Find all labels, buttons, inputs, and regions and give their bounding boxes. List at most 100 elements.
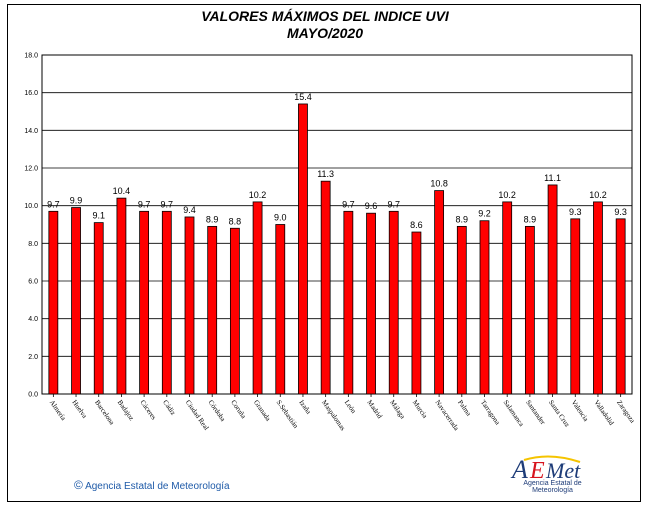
x-tick-label: Huelva — [70, 399, 89, 421]
bar — [593, 201, 603, 395]
bar-value-label: 9.4 — [183, 205, 196, 215]
y-tick-label: 0.0 — [28, 392, 38, 399]
bar — [116, 197, 127, 395]
x-tick-label: León — [343, 399, 358, 416]
bar — [547, 184, 558, 395]
bar-value-label: 9.9 — [70, 196, 83, 206]
bar — [252, 201, 263, 395]
bar — [298, 103, 308, 395]
x-tick-label: Almería — [48, 399, 68, 423]
x-tick-label: Córdoba — [207, 399, 228, 424]
x-tick-label: Maspalomas — [320, 399, 347, 433]
x-tick-label: Murcia — [411, 399, 430, 421]
svg-text:E: E — [529, 458, 545, 484]
bar-value-label: 9.7 — [47, 199, 60, 209]
bar — [434, 190, 445, 395]
bar — [161, 210, 172, 395]
bar-value-label: 9.0 — [274, 213, 287, 223]
x-tick-label: Palma — [456, 399, 473, 419]
plot-area — [41, 54, 633, 395]
chart-title: VALORES MÁXIMOS DEL INDICE UVI — [201, 8, 449, 24]
bar-value-label: 10.2 — [498, 190, 516, 200]
y-tick-label: 2.0 — [28, 354, 38, 361]
bar-value-label: 9.3 — [614, 207, 627, 217]
bar-value-label: 10.8 — [430, 179, 448, 189]
y-tick-label: 8.0 — [28, 241, 38, 248]
y-tick-label: 12.0 — [24, 166, 38, 173]
aemet-logo-mark: A E Met — [510, 455, 581, 484]
chart-subtitle: MAYO/2020 — [287, 25, 363, 41]
bar — [48, 210, 59, 395]
x-tick-label: Izaña — [297, 399, 313, 417]
bar-value-label: 10.2 — [589, 190, 607, 200]
y-tick-label: 6.0 — [28, 279, 38, 286]
bar — [524, 225, 535, 395]
bar — [71, 207, 81, 395]
bar — [388, 210, 399, 395]
x-tick-label: Valencia — [570, 399, 591, 424]
x-tick-label: Barcelona — [93, 399, 116, 428]
x-tick-label: Valladolid — [592, 399, 615, 428]
agency-name: Agencia Estatal de Meteorología — [85, 481, 230, 492]
x-tick-label: Santander — [524, 399, 547, 427]
x-tick-label: Cádiz — [161, 399, 177, 417]
bar-value-label: 10.2 — [249, 190, 267, 200]
bar — [343, 210, 354, 395]
bar-value-label: 9.3 — [569, 207, 582, 217]
footer-credit: © Agencia Estatal de Meteorología — [74, 478, 230, 492]
svg-text:Met: Met — [545, 458, 581, 483]
bar — [570, 218, 581, 395]
logo-subtitle: Agencia Estatal de Meteorología — [523, 480, 582, 494]
bar-value-label: 11.1 — [544, 173, 561, 183]
bar-value-label: 9.2 — [478, 209, 491, 219]
bar — [320, 180, 331, 395]
bar-value-label: 11.3 — [317, 169, 334, 179]
x-tick-label: Zaragoza — [615, 399, 637, 426]
bar — [615, 218, 626, 395]
bar-value-label: 9.7 — [387, 199, 400, 209]
bar-value-label: 10.4 — [113, 186, 131, 196]
aemet-logo: A E Met — [510, 455, 581, 484]
bar — [207, 225, 218, 395]
x-tick-label: Badajoz — [116, 399, 136, 422]
bar — [184, 216, 195, 395]
bar-value-label: 9.7 — [161, 199, 174, 209]
x-tick-label: Santa Cruz — [547, 399, 571, 429]
x-tick-label: Tarragona — [479, 399, 502, 427]
bar-value-label: 9.1 — [92, 211, 105, 221]
bar-value-label: 8.6 — [410, 220, 423, 230]
chart-frame — [7, 4, 641, 502]
bar — [93, 222, 104, 395]
x-tick-label: Madrid — [365, 399, 384, 421]
bar-value-label: 8.9 — [456, 214, 469, 224]
svg-text:A: A — [510, 455, 528, 484]
bar — [456, 225, 467, 395]
x-tick-label: Granada — [252, 399, 273, 424]
x-tick-label: Cáceres — [138, 399, 157, 422]
bar-value-label: 9.7 — [138, 199, 151, 209]
bar-value-label: 8.8 — [229, 216, 242, 226]
y-tick-label: 4.0 — [28, 316, 38, 323]
y-tick-label: 16.0 — [24, 90, 38, 97]
bar — [139, 210, 150, 395]
bar-value-label: 9.7 — [342, 199, 355, 209]
bar-value-label: 8.9 — [206, 214, 219, 224]
y-tick-label: 18.0 — [24, 53, 38, 60]
x-tick-label: Coruña — [229, 399, 248, 421]
x-tick-label: S.Sebastián — [275, 399, 300, 431]
bar — [502, 201, 513, 395]
bar — [479, 220, 490, 395]
bar — [366, 212, 376, 395]
bar-value-label: 9.6 — [365, 201, 378, 211]
x-tick-label: Ciudad Real — [184, 399, 211, 432]
bar — [229, 227, 240, 395]
x-tick-label: Málaga — [388, 399, 407, 422]
bar — [411, 231, 422, 395]
x-tick-label: Salamanca — [502, 399, 526, 429]
y-tick-label: 10.0 — [24, 203, 38, 210]
copyright-icon: © — [74, 478, 83, 492]
bar-value-label: 15.4 — [294, 92, 312, 102]
bar-value-label: 8.9 — [524, 214, 537, 224]
y-tick-label: 14.0 — [24, 128, 38, 135]
